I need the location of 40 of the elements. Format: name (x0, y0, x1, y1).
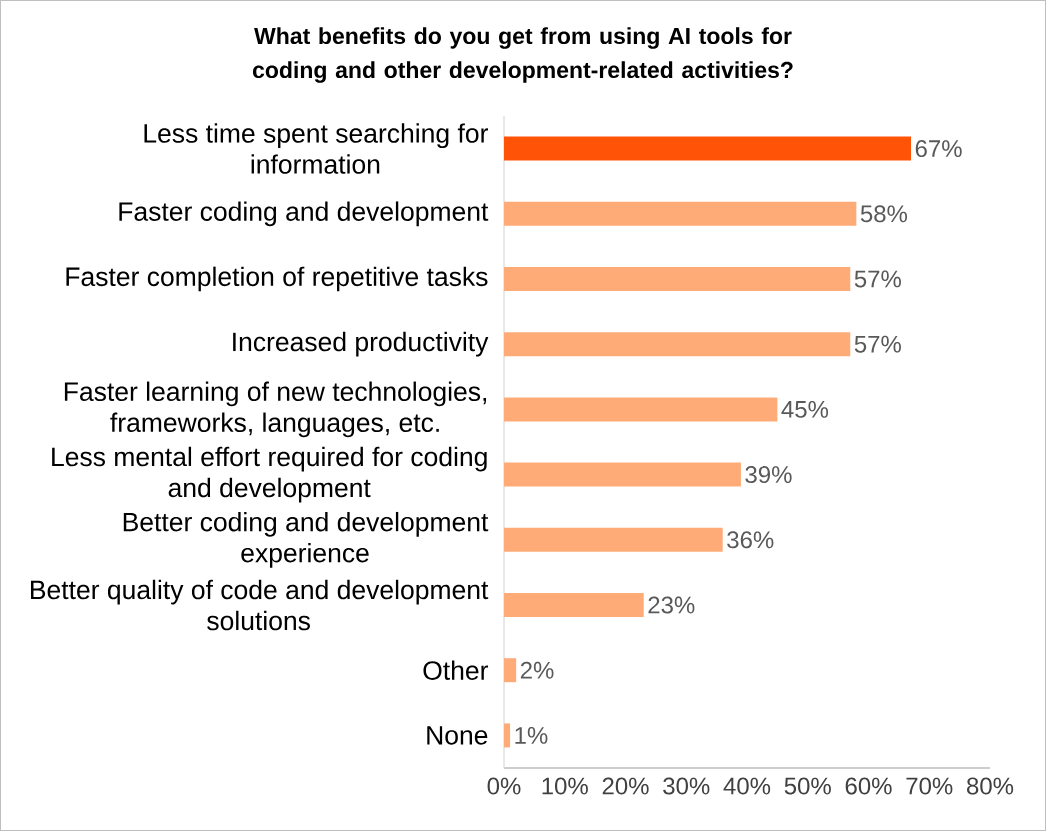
data-label: 58% (860, 205, 908, 223)
data-label: 57% (854, 335, 901, 353)
data-label: 36% (727, 531, 774, 549)
data-label: 67% (915, 140, 962, 158)
chart-title: What benefits do you get from using AI tools for coding and other development-related activities? (252, 27, 793, 83)
y-tick-label: Less mental effort required for coding and development (52, 446, 487, 503)
x-tick-label: 40% (723, 777, 771, 795)
y-tick-label: Other (423, 660, 489, 680)
y-tick-label: Better quality of code and development solutions (31, 579, 489, 631)
data-label: 39% (745, 466, 792, 484)
y-tick-label: Faster coding and development (119, 201, 489, 227)
data-label: 23% (648, 596, 695, 614)
x-tick-label: 50% (784, 777, 831, 795)
x-tick-label: 10% (542, 777, 588, 795)
x-tick-label: 20% (602, 777, 649, 795)
data-label: 2% (520, 661, 554, 679)
bar (504, 136, 912, 161)
bar (504, 593, 644, 618)
data-label: 1% (515, 727, 548, 744)
y-tick-label: Better coding and development experience (123, 511, 489, 568)
x-tick-label: 0% (487, 777, 521, 795)
y-tick-label: Increased productivity (233, 331, 489, 357)
bar (504, 462, 741, 487)
bar (504, 201, 857, 226)
bar (504, 723, 511, 748)
y-tick-label: Faster completion of repetitive tasks (66, 266, 488, 292)
x-tick-label: 60% (845, 777, 892, 795)
y-tick-label: Less time spent searching for information (144, 123, 488, 174)
y-tick-label: Faster learning of new technologies, frameworks, languages, etc. (64, 381, 487, 438)
x-tick-label: 80% (967, 777, 1014, 795)
bar (504, 658, 517, 683)
bar (504, 267, 851, 292)
y-tick-label: None (427, 726, 488, 745)
bar (504, 527, 723, 552)
data-label: 45% (781, 400, 829, 418)
bar (504, 332, 851, 357)
x-tick-label: 30% (663, 777, 710, 795)
bar (504, 397, 778, 422)
x-tick-label: 70% (906, 777, 953, 795)
data-label: 57% (854, 270, 901, 288)
